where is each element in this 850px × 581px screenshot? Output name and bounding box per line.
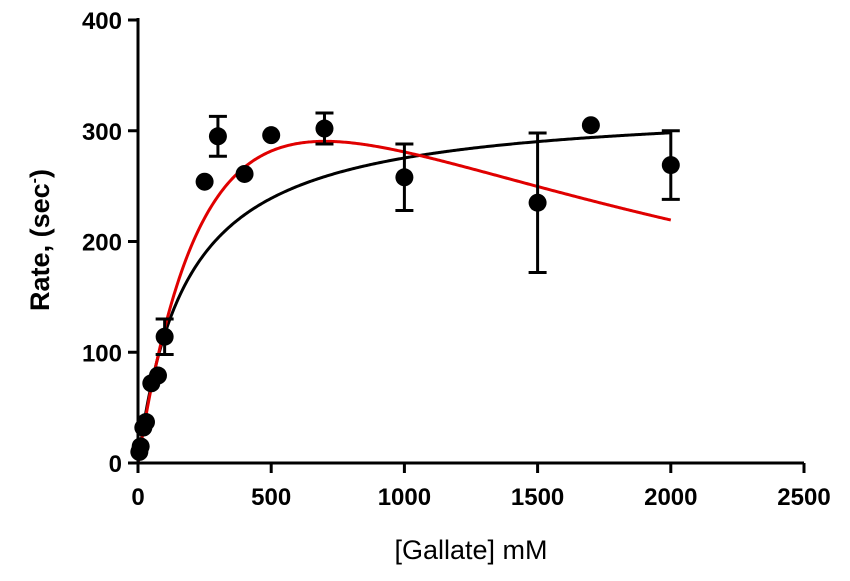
data-point xyxy=(195,172,214,191)
y-axis-title-close: ) xyxy=(25,169,55,178)
x-tick-label: 0 xyxy=(131,484,144,511)
y-axis-title: Rate, (sec-) xyxy=(25,169,55,311)
data-point xyxy=(581,116,600,135)
data-point xyxy=(315,119,334,138)
x-tick-label: 1500 xyxy=(511,484,564,511)
data-point xyxy=(395,168,414,187)
data-point xyxy=(148,366,167,385)
y-axis-title-main: Rate, (sec xyxy=(25,183,55,311)
data-point xyxy=(136,413,155,432)
x-tick-label: 2500 xyxy=(777,484,830,511)
x-tick-label: 2000 xyxy=(644,484,697,511)
data-point xyxy=(235,164,254,183)
y-tick-label: 100 xyxy=(82,340,122,367)
y-tick-label: 200 xyxy=(82,230,122,257)
data-point xyxy=(208,127,227,146)
axes xyxy=(136,18,804,465)
x-tick-label: 500 xyxy=(251,484,291,511)
data-point xyxy=(155,327,174,346)
data-point xyxy=(131,437,150,456)
x-ticks: 0 500 1000 1500 2000 2500 xyxy=(131,463,831,511)
data-point xyxy=(528,193,547,212)
data-point xyxy=(262,126,281,145)
data-point xyxy=(661,156,680,175)
x-tick-label: 1000 xyxy=(378,484,431,511)
y-tick-label: 0 xyxy=(109,451,122,478)
y-axis-title-superscript: - xyxy=(26,178,43,183)
y-tick-label: 300 xyxy=(82,119,122,146)
error-bars xyxy=(155,111,680,356)
x-axis-title: [Gallate] mM xyxy=(394,535,547,565)
y-tick-label: 400 xyxy=(82,8,122,35)
y-ticks: 0 100 200 300 400 xyxy=(82,8,138,478)
